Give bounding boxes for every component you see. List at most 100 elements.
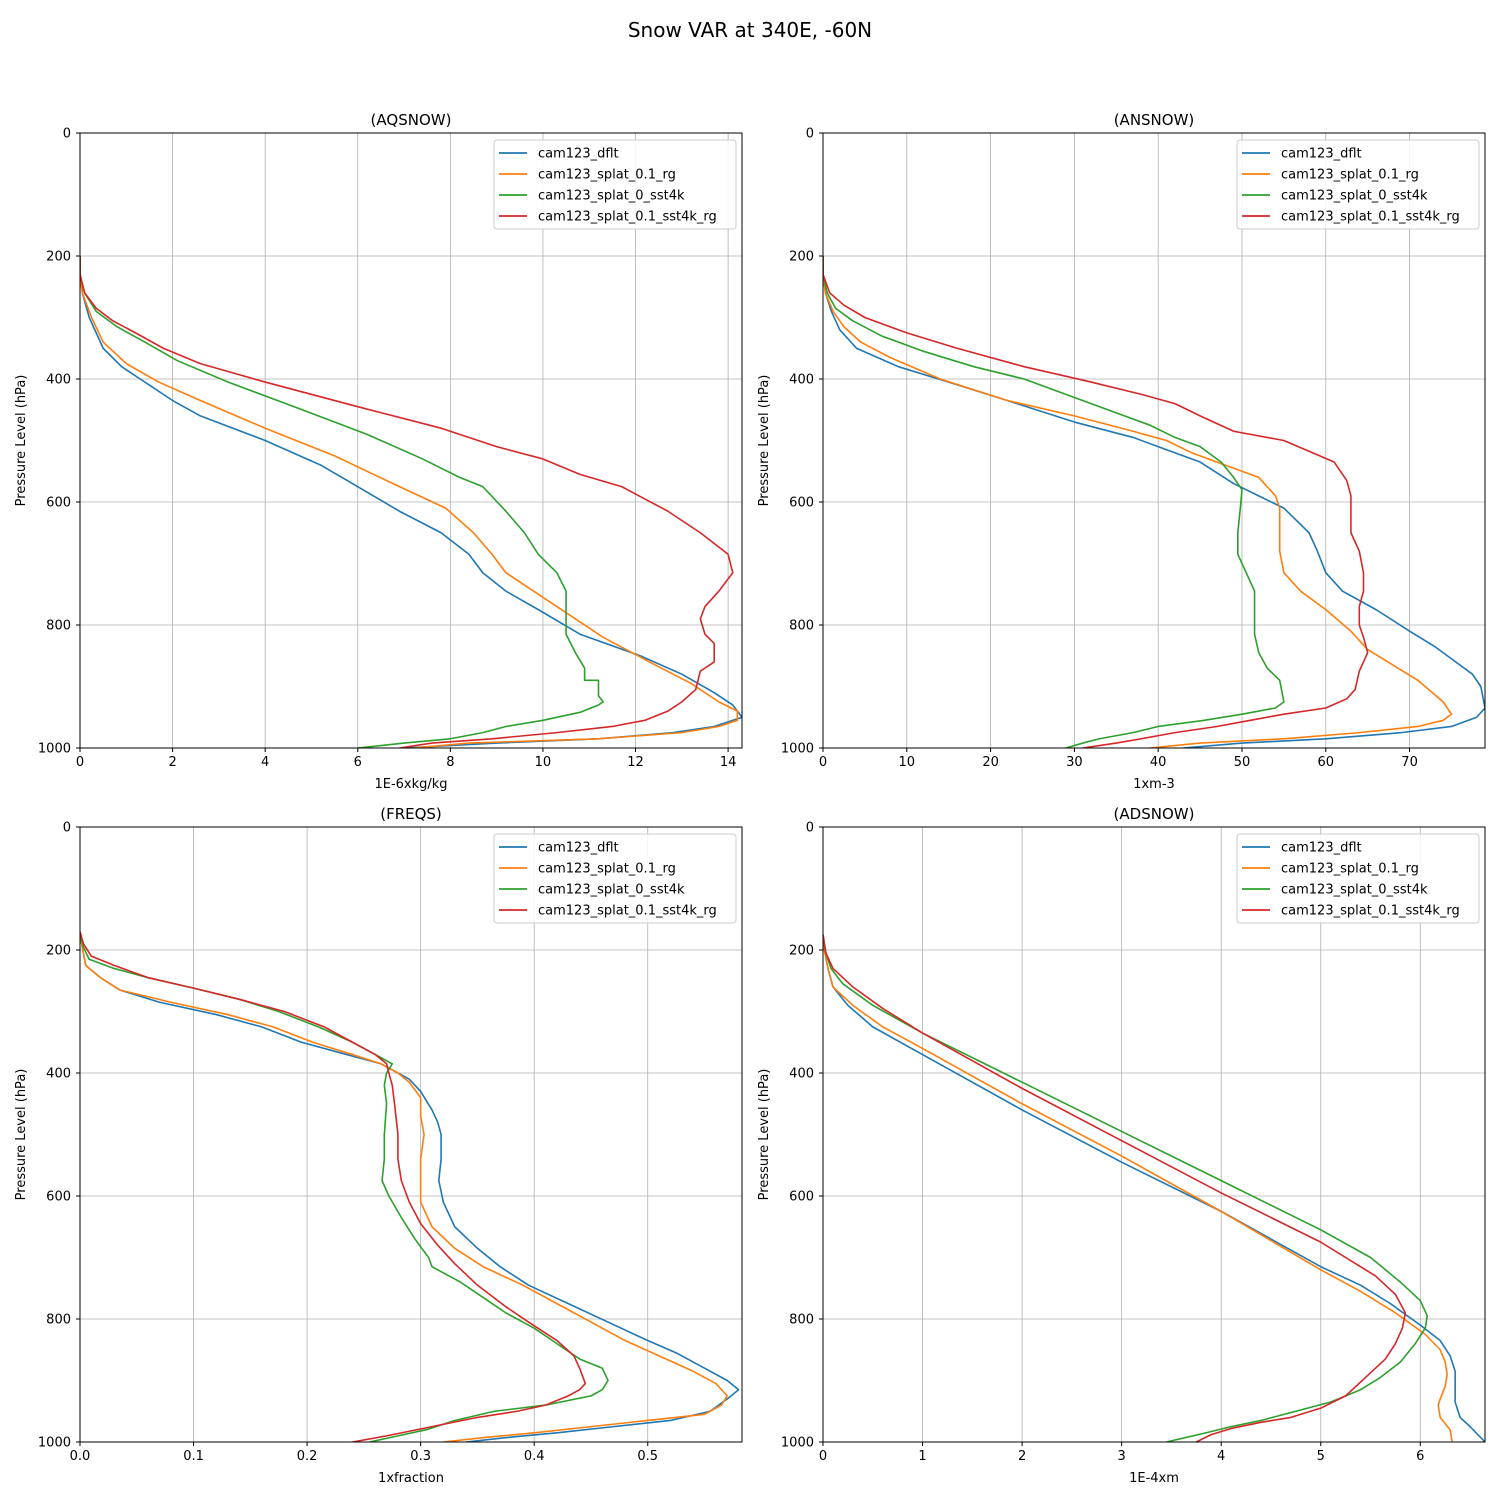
legend-label: cam123_splat_0.1_sst4k_rg bbox=[1281, 210, 1460, 225]
series-group bbox=[80, 931, 740, 1442]
y-tick-label: 200 bbox=[789, 944, 814, 959]
y-tick-label: 200 bbox=[46, 944, 71, 959]
x-tick-label: 5 bbox=[1317, 1449, 1325, 1464]
series-group bbox=[823, 934, 1485, 1442]
x-tick-label: 8 bbox=[446, 755, 454, 770]
chart-title: (ANSNOW) bbox=[1114, 111, 1195, 129]
x-tick-label: 70 bbox=[1401, 755, 1418, 770]
x-tick-label: 40 bbox=[1150, 755, 1167, 770]
y-axis-label: Pressure Level (hPa) bbox=[757, 375, 772, 507]
x-tick-label: 20 bbox=[982, 755, 999, 770]
plot-area bbox=[823, 827, 1485, 1442]
y-tick-label: 0 bbox=[63, 821, 71, 836]
y-tick-label: 1000 bbox=[38, 1436, 71, 1451]
x-tick-label: 2 bbox=[168, 755, 176, 770]
legend-label: cam123_dflt bbox=[1281, 147, 1362, 162]
x-tick-label: 2 bbox=[1018, 1449, 1026, 1464]
series-line-cam123_splat_0_sst4k bbox=[823, 256, 1285, 748]
series-line-cam123_splat_0_sst4k bbox=[823, 934, 1429, 1442]
chart-panel-1: 0 2 4 6 8 10 12 14 0 200 400 600 800 1000 (AQSNOW) 1E-6… bbox=[14, 111, 743, 792]
axes-frame bbox=[822, 826, 1486, 1443]
x-tick-label: 50 bbox=[1234, 755, 1251, 770]
series-line-cam123_splat_0.1_rg bbox=[823, 937, 1453, 1442]
y-tick-label: 400 bbox=[46, 1067, 71, 1082]
y-axis-label: Pressure Level (hPa) bbox=[757, 1069, 772, 1201]
chart-title: (AQSNOW) bbox=[371, 111, 452, 129]
legend-label: cam123_dflt bbox=[538, 147, 619, 162]
legend-label: cam123_splat_0_sst4k bbox=[1281, 189, 1428, 204]
x-tick-label: 6 bbox=[1416, 1449, 1424, 1464]
y-tick-label: 800 bbox=[789, 619, 814, 634]
series-line-cam123_dflt bbox=[80, 934, 740, 1442]
x-tick-label: 1 bbox=[918, 1449, 926, 1464]
y-tick-label: 400 bbox=[789, 1067, 814, 1082]
series-group bbox=[80, 256, 742, 748]
legend-label: cam123_splat_0_sst4k bbox=[1281, 883, 1428, 898]
x-tick-label: 0.5 bbox=[637, 1449, 658, 1464]
legend-label: cam123_splat_0_sst4k bbox=[538, 883, 685, 898]
legend-label: cam123_splat_0.1_rg bbox=[1281, 168, 1419, 183]
y-tick-label: 800 bbox=[46, 1313, 71, 1328]
y-tick-label: 0 bbox=[806, 821, 814, 836]
legend: cam123_dflt cam123_splat_0.1_rg cam123_spl… bbox=[493, 139, 737, 230]
y-tick-label: 600 bbox=[789, 496, 814, 511]
legend-box bbox=[493, 833, 737, 924]
plot-area bbox=[823, 133, 1485, 748]
series-line-cam123_splat_0.1_rg bbox=[80, 256, 739, 748]
y-axis-label: Pressure Level (hPa) bbox=[14, 375, 29, 507]
legend: cam123_dflt cam123_splat_0.1_rg cam123_spl… bbox=[493, 833, 737, 924]
x-tick-label: 0 bbox=[76, 755, 84, 770]
x-tick-label: 0 bbox=[819, 1449, 827, 1464]
figure-suptitle: Snow VAR at 340E, -60N bbox=[628, 18, 872, 42]
x-tick-label: 10 bbox=[535, 755, 552, 770]
legend-label: cam123_splat_0.1_rg bbox=[1281, 862, 1419, 877]
legend-label: cam123_splat_0.1_sst4k_rg bbox=[538, 210, 717, 225]
x-tick-label: 4 bbox=[261, 755, 269, 770]
legend-label: cam123_dflt bbox=[1281, 841, 1362, 856]
y-tick-label: 800 bbox=[789, 1313, 814, 1328]
legend-label: cam123_splat_0_sst4k bbox=[538, 189, 685, 204]
series-line-cam123_splat_0.1_sst4k_rg bbox=[823, 934, 1407, 1442]
series-line-cam123_splat_0.1_sst4k_rg bbox=[823, 256, 1369, 748]
x-tick-label: 0.4 bbox=[524, 1449, 545, 1464]
plot-area bbox=[80, 133, 742, 748]
x-axis-label: 1xfraction bbox=[378, 1471, 444, 1486]
axes-frame bbox=[79, 132, 743, 749]
series-line-cam123_splat_0_sst4k bbox=[80, 256, 604, 748]
axes-frame bbox=[822, 132, 1486, 749]
series-line-cam123_splat_0.1_sst4k_rg bbox=[80, 256, 734, 748]
y-tick-label: 1000 bbox=[781, 742, 814, 757]
series-line-cam123_dflt bbox=[823, 934, 1485, 1442]
y-tick-label: 1000 bbox=[781, 1436, 814, 1451]
x-tick-label: 0 bbox=[819, 755, 827, 770]
y-tick-label: 400 bbox=[46, 373, 71, 388]
legend-label: cam123_splat_0.1_sst4k_rg bbox=[1281, 904, 1460, 919]
chart-title: (FREQS) bbox=[380, 805, 442, 823]
y-tick-label: 600 bbox=[789, 1190, 814, 1205]
x-tick-label: 30 bbox=[1066, 755, 1083, 770]
legend-label: cam123_splat_0.1_sst4k_rg bbox=[538, 904, 717, 919]
legend-label: cam123_dflt bbox=[538, 841, 619, 856]
x-tick-label: 10 bbox=[899, 755, 916, 770]
chart-title: (ADSNOW) bbox=[1114, 805, 1195, 823]
y-tick-label: 600 bbox=[46, 496, 71, 511]
y-tick-label: 200 bbox=[789, 250, 814, 265]
y-tick-label: 600 bbox=[46, 1190, 71, 1205]
y-tick-label: 0 bbox=[806, 127, 814, 142]
legend: cam123_dflt cam123_splat_0.1_rg cam123_spl… bbox=[1236, 833, 1480, 924]
chart-panel-4: 0 1 2 3 4 5 6 0 200 400 600 800 1000 (ADSNOW) 1E-4xm Pr… bbox=[757, 805, 1486, 1486]
x-axis-label: 1xm-3 bbox=[1133, 777, 1175, 792]
x-tick-label: 12 bbox=[627, 755, 644, 770]
x-tick-label: 60 bbox=[1318, 755, 1335, 770]
legend-box bbox=[493, 139, 737, 230]
legend: cam123_dflt cam123_splat_0.1_rg cam123_spl… bbox=[1236, 139, 1480, 230]
x-tick-label: 0.3 bbox=[410, 1449, 431, 1464]
series-group bbox=[823, 256, 1485, 748]
legend-label: cam123_splat_0.1_rg bbox=[538, 168, 676, 183]
series-line-cam123_splat_0.1_rg bbox=[823, 256, 1453, 748]
y-tick-label: 1000 bbox=[38, 742, 71, 757]
series-line-cam123_splat_0.1_sst4k_rg bbox=[80, 931, 587, 1442]
x-tick-label: 0.2 bbox=[297, 1449, 318, 1464]
x-tick-label: 4 bbox=[1217, 1449, 1225, 1464]
